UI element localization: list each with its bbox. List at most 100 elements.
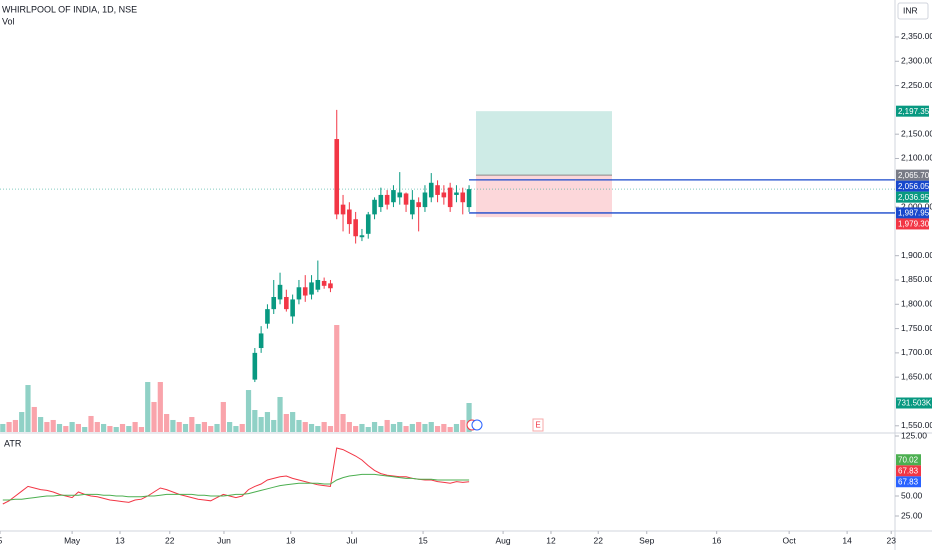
x-tick-label: 16: [712, 535, 722, 545]
target-label: 2,197.35: [898, 107, 930, 116]
volume-bar: [403, 426, 409, 432]
x-tick-label: 15: [418, 535, 428, 545]
y-tick-label: 1,850.00: [901, 274, 932, 284]
y-tick-label: 2,300.00: [901, 56, 932, 66]
x-tick-label: Sep: [639, 535, 654, 545]
x-tick-label: 22: [165, 535, 175, 545]
volume-bar: [0, 423, 6, 432]
volume-bar: [138, 427, 145, 432]
volume-bar: [371, 422, 378, 432]
candle-body: [252, 352, 258, 380]
volume-bar: [258, 417, 264, 432]
candle-body: [416, 202, 421, 208]
stop-label: 1,979.30: [898, 220, 930, 229]
candle-body: [441, 192, 447, 198]
entry-label: 2,065.70: [898, 171, 930, 180]
candle-body: [391, 190, 396, 203]
volume-bar: [75, 423, 82, 432]
y-tick-label: 1,550.00: [901, 420, 932, 430]
volume-bar: [302, 422, 308, 432]
candle-body: [403, 193, 409, 205]
event-box[interactable]: [532, 418, 544, 432]
level-label: 1,987.95: [898, 209, 930, 218]
volume-label-bg: [896, 397, 932, 409]
candle-body: [277, 284, 283, 300]
volume-bar: [233, 426, 239, 432]
candle-body: [422, 192, 428, 208]
current-label: 2,036.95: [898, 193, 930, 202]
volume-bar: [19, 412, 25, 432]
volume-bar: [56, 423, 63, 432]
volume-bar: [164, 414, 170, 432]
volume-title: Vol: [2, 16, 15, 26]
y-tick-label: 1,750.00: [901, 323, 932, 333]
x-tick-label: 12: [546, 535, 556, 545]
y-tick-label: 1,900.00: [901, 250, 932, 260]
x-tick-label: May: [64, 535, 81, 545]
atr-label-bg: [896, 476, 921, 488]
volume-bar: [88, 415, 94, 432]
atr-label: 67.83: [898, 477, 919, 486]
volume-bar: [378, 426, 384, 432]
volume-bar: [321, 422, 327, 432]
candle-body: [466, 189, 472, 208]
currency[interactable]: INR: [903, 5, 918, 15]
candle-body: [460, 192, 466, 203]
candle-body: [353, 219, 358, 237]
entry-label-bg: [896, 169, 929, 181]
volume-bar: [82, 427, 88, 432]
candle-body: [397, 192, 403, 198]
candle-body: [384, 194, 390, 205]
volume-bar: [63, 426, 69, 432]
volume-bar: [38, 417, 44, 432]
current-label-bg: [896, 191, 929, 203]
volume-bar: [69, 422, 75, 432]
volume-bar: [453, 423, 460, 432]
candle-body: [290, 299, 295, 317]
candle-body: [435, 185, 440, 195]
candle-body: [378, 194, 384, 208]
volume-bar: [334, 325, 340, 432]
stop-zone: [476, 175, 612, 218]
candle-body: [296, 287, 302, 300]
event-label[interactable]: E: [535, 421, 540, 430]
x-tick-label: 5: [0, 535, 3, 545]
x-tick-label: 23: [886, 535, 896, 545]
candle-body: [454, 192, 459, 195]
volume-bar: [390, 423, 397, 432]
volume-bar: [308, 423, 315, 432]
volume-bar: [157, 382, 163, 432]
volume-bar: [189, 417, 195, 432]
volume-bar: [214, 423, 220, 432]
x-tick-label: Jul: [346, 535, 357, 545]
atr-tick-label: 125.00: [901, 430, 927, 440]
x-tick-label: 18: [286, 535, 296, 545]
volume-bar: [201, 422, 208, 432]
event-icon[interactable]: [471, 419, 483, 431]
candle-body: [328, 283, 333, 289]
candle-body: [347, 209, 352, 225]
volume-bar: [12, 419, 18, 432]
volume-bar: [107, 426, 113, 432]
candle-body: [428, 182, 434, 198]
atr-line: [2, 447, 470, 505]
candle-body: [359, 235, 365, 238]
volume-bar: [434, 426, 441, 432]
volume-bar: [176, 422, 182, 432]
volume-bar: [283, 414, 289, 432]
currency-box[interactable]: [897, 2, 929, 20]
volume-bar: [245, 390, 252, 432]
candle-body: [447, 187, 453, 208]
volume-bar: [447, 427, 453, 432]
candle-body: [271, 296, 277, 310]
volume-bar: [101, 423, 107, 432]
candle-body: [309, 282, 314, 295]
marks: 1,550.00 1,650.00 1,700.00 1,750.00 1,800.00…: [0, 31, 932, 545]
atr-title: ATR: [4, 438, 22, 448]
volume-bar: [422, 423, 428, 432]
atr-line: [2, 473, 470, 501]
volume-bar: [44, 422, 50, 432]
